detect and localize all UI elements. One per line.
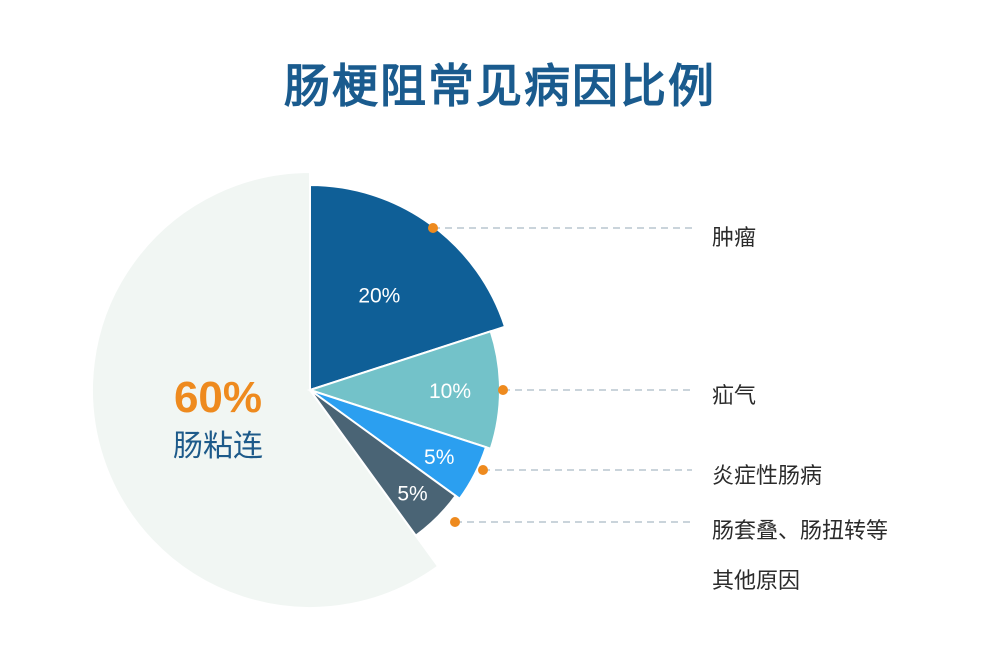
chart-title: 肠梗阻常见病因比例: [284, 59, 716, 113]
leader-dot-2: [498, 385, 508, 395]
legend-label-ibd: 炎症性肠病: [712, 464, 823, 489]
slice-value-label-2: 10%: [429, 380, 471, 403]
pie-slice-3: [309, 389, 488, 501]
slice-value-label-3: 5%: [424, 446, 454, 469]
slice-value-label-0: 60%: [174, 373, 262, 422]
legend-label-tumor: 肿瘤: [712, 226, 757, 251]
leader-dot-4: [450, 517, 460, 527]
pie-slice-0: [91, 170, 440, 609]
leader-dot-1: [428, 223, 438, 233]
slice-value-label-1: 20%: [358, 285, 400, 308]
slice-name-label-0: 肠粘连: [173, 429, 263, 464]
legend-label-other-line1: 肠套叠、肠扭转等: [712, 519, 889, 544]
legend-label-hernia: 疝气: [712, 384, 757, 409]
pie-slice-4: [309, 389, 458, 538]
slice-value-label-4: 5%: [397, 483, 427, 506]
leader-dot-3: [478, 465, 488, 475]
legend-label-other-line2: 其他原因: [712, 569, 801, 594]
